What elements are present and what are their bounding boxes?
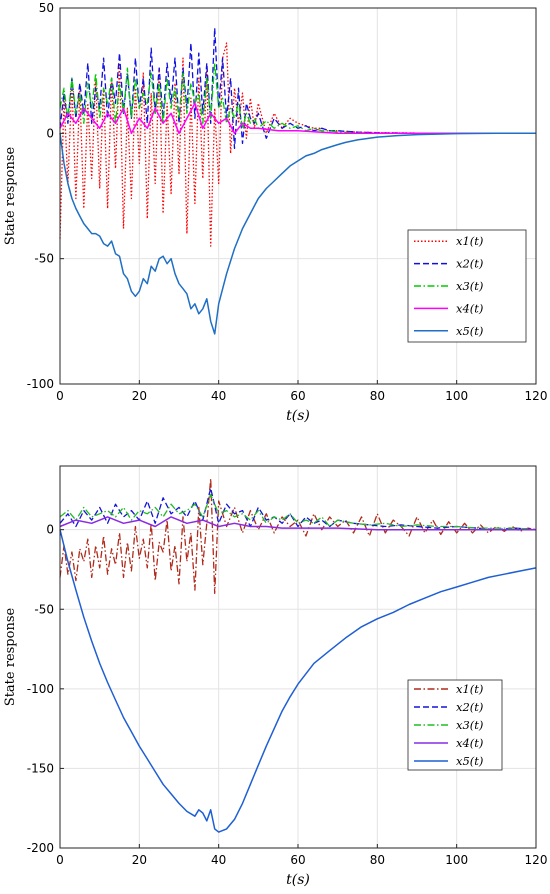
legend-label-x5: x5(t) — [456, 324, 483, 338]
legend-label-x1: x1(t) — [456, 682, 483, 696]
legend-label-x2: x2(t) — [456, 700, 483, 714]
x-tick-label: 120 — [525, 389, 548, 403]
x-tick-label: 120 — [525, 853, 548, 867]
y-axis-label: State response — [3, 608, 18, 707]
series-line-x2 — [59, 487, 537, 531]
legend-label-x1: x1(t) — [456, 234, 483, 248]
legend-label-x3: x3(t) — [456, 718, 483, 732]
x-tick-label: 60 — [290, 853, 305, 867]
x-tick-label: 40 — [211, 853, 226, 867]
series-line-x3 — [59, 493, 537, 531]
y-tick-label: -100 — [27, 682, 54, 696]
legend-box — [407, 679, 503, 771]
y-tick-label: 50 — [39, 1, 54, 15]
x-tick-label: 100 — [445, 853, 468, 867]
legend-label-x3: x3(t) — [456, 279, 483, 293]
series-line-x4 — [59, 102, 536, 135]
y-tick-label: 0 — [46, 523, 54, 537]
chart-bottom: 0 20 40 60 80 100 120 -200 -150 -100 -50 0 State re… — [3, 465, 548, 888]
legend: x1(t) x2(t) x3(t) x4(t) x5(t) — [407, 679, 503, 771]
x-tick-label: 0 — [56, 389, 64, 403]
series-line-x2 — [59, 27, 536, 150]
y-tick-label: -50 — [34, 602, 54, 616]
x-axis-label: t(s) — [286, 872, 310, 888]
x-tick-label: 0 — [56, 853, 64, 867]
y-tick-label: -50 — [34, 252, 54, 266]
y-tick-label: -100 — [27, 377, 54, 391]
x-tick-label: 40 — [211, 389, 226, 403]
series-line-x5 — [59, 132, 536, 335]
legend-label-x2: x2(t) — [456, 257, 483, 271]
series-line-x5 — [59, 529, 537, 833]
series-line-x4 — [59, 516, 536, 531]
x-tick-label: 80 — [370, 389, 385, 403]
y-tick-label: -150 — [27, 761, 54, 775]
x-axis-label: t(s) — [286, 408, 310, 424]
series-line-x1 — [59, 478, 537, 594]
legend: x1(t) x2(t) x3(t) x4(t) x5(t) — [407, 229, 527, 343]
x-tick-label: 20 — [132, 389, 147, 403]
x-tick-label: 20 — [132, 853, 147, 867]
y-axis-label: State response — [3, 147, 18, 246]
legend-label-x5: x5(t) — [456, 754, 483, 768]
y-tick-label: 0 — [46, 126, 54, 140]
series-line-x3 — [59, 62, 536, 134]
y-tick-label: -200 — [27, 841, 54, 855]
legend-label-x4: x4(t) — [456, 736, 483, 750]
chart-top: 0 20 40 60 80 100 120 -100 -50 0 50 State response… — [3, 1, 547, 424]
x-tick-label: 100 — [445, 389, 468, 403]
x-tick-label: 80 — [370, 853, 385, 867]
legend-label-x4: x4(t) — [456, 301, 483, 315]
x-tick-label: 60 — [290, 389, 305, 403]
